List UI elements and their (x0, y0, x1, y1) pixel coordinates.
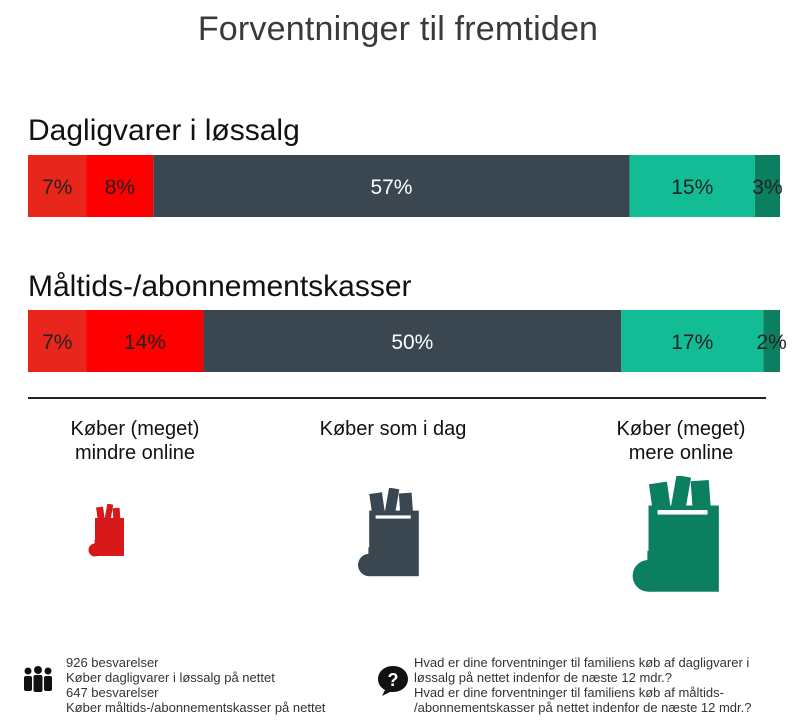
row-label-maaltidskasser: Måltids-/abonnementskasser (28, 270, 412, 303)
legend-label-same: Køber som i dag (298, 417, 488, 441)
bar-segment-1-4 (763, 310, 780, 372)
row-label-dagligvarer: Dagligvarer i løssalg (28, 114, 300, 147)
footer-left-line-4: Køber måltids-/abonnementskasser på nett… (66, 700, 326, 715)
bar-label-1-0: 7% (42, 331, 72, 354)
legend-label-more-line1: Køber (meget) (616, 418, 746, 440)
legend-divider (28, 397, 766, 399)
legend-label-less-line1: Køber (meget) (70, 418, 200, 440)
bar-segment-0-4 (754, 155, 780, 217)
svg-text:?: ? (388, 670, 399, 690)
footer-right-line-2: løssalg på nettet indenfor de næste 12 m… (414, 670, 672, 685)
bar-segment-1-3 (621, 310, 764, 372)
footer-right-line-4: /abonnementskasser på nettet indenfor de… (414, 700, 752, 715)
bar-segment-0-0 (28, 155, 87, 217)
footer-left-line-1: 926 besvarelser (66, 655, 159, 670)
bar-segment-1-0 (28, 310, 87, 372)
legend-label-more: Køber (meget) mere online (586, 417, 776, 465)
bar-label-0-1: 8% (105, 176, 135, 199)
question-bubble-icon: ? (378, 666, 408, 696)
bar-label-0-2: 57% (370, 176, 412, 199)
people-icon (24, 666, 52, 692)
chart-title: Forventninger til fremtiden (197, 10, 599, 48)
footer-left-line-3: 647 besvarelser (66, 685, 159, 700)
footer-right: Hvad er dine forventninger til familiens… (414, 655, 752, 715)
grocery-bag-icon-less (88, 504, 124, 557)
legend-label-same-line1: Køber som i dag (319, 418, 467, 440)
bar-segment-1-2 (203, 310, 622, 372)
footer-left-line-2: Køber dagligvarer i løssalg på nettet (66, 670, 275, 685)
footer-right-line-1: Hvad er dine forventninger til familiens… (414, 655, 750, 670)
legend-label-less: Køber (meget) mindre online (40, 417, 230, 465)
footer-right-line-3: Hvad er dine forventninger til familiens… (414, 685, 724, 700)
bar-label-1-2: 50% (391, 331, 433, 354)
bar-segment-1-1 (86, 310, 204, 372)
footer-left: 926 besvarelser Køber dagligvarer i løss… (66, 655, 325, 715)
grocery-bag-icon-more (632, 476, 719, 592)
bar-label-1-3: 17% (671, 331, 713, 354)
bar-segment-0-1 (86, 155, 154, 217)
legend-label-more-line2: mere online (628, 442, 734, 464)
bar-label-1-1: 14% (124, 331, 166, 354)
bar-segment-0-2 (153, 155, 630, 217)
legend-label-less-line2: mindre online (74, 442, 196, 464)
stacked-bar-chart: 7% 8% 57% 15% 3% 7% 14% 50% 17% 2% (28, 155, 787, 372)
bar-segment-0-3 (629, 155, 755, 217)
grocery-bag-icon-same (358, 488, 419, 577)
bar-label-0-0: 7% (42, 176, 72, 199)
bar-label-0-3: 15% (671, 176, 713, 199)
bar-label-0-4: 3% (752, 176, 782, 199)
bar-label-1-4: 2% (756, 331, 786, 354)
